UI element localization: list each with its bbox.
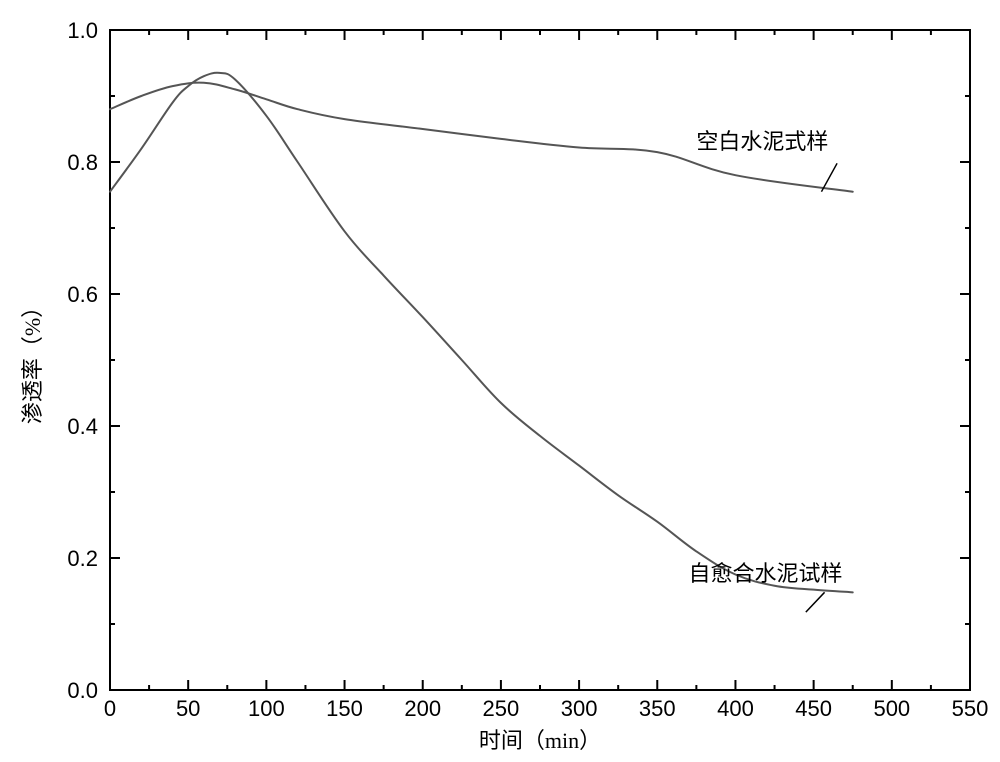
x-tick-label: 550 [952, 696, 989, 721]
series-label-1: 自愈合水泥试样 [689, 561, 843, 586]
x-tick-label: 350 [639, 696, 676, 721]
x-tick-label: 50 [176, 696, 200, 721]
x-tick-label: 300 [561, 696, 598, 721]
x-tick-label: 100 [248, 696, 285, 721]
x-tick-label: 500 [873, 696, 910, 721]
y-tick-label: 0.2 [67, 546, 98, 571]
y-tick-label: 0.4 [67, 414, 98, 439]
x-tick-label: 450 [795, 696, 832, 721]
y-axis-label: 渗透率（%） [20, 296, 45, 424]
x-axis-label: 时间（min） [479, 728, 601, 753]
x-tick-label: 200 [404, 696, 441, 721]
x-tick-label: 0 [104, 696, 116, 721]
y-tick-label: 0.6 [67, 282, 98, 307]
x-tick-label: 250 [483, 696, 520, 721]
x-tick-label: 400 [717, 696, 754, 721]
y-tick-label: 1.0 [67, 18, 98, 43]
series-label-0: 空白水泥式样 [696, 129, 828, 154]
y-tick-label: 0.8 [67, 150, 98, 175]
line-chart: 0 50 100 150 200 250 300 350 400 450 500 550 0.0 0.2 0… [0, 0, 1000, 762]
x-tick-label: 150 [326, 696, 363, 721]
y-tick-label: 0.0 [67, 678, 98, 703]
